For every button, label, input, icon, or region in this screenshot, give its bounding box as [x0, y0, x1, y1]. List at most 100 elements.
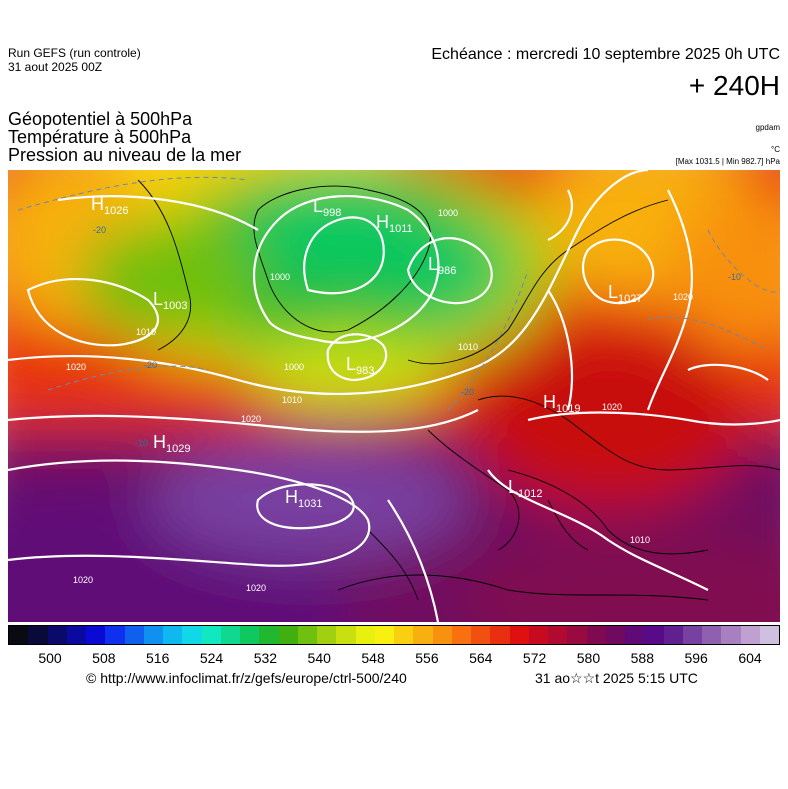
- isobar-label: 1020: [241, 414, 261, 424]
- pressure-center: H1026: [91, 194, 128, 217]
- generation-time: 31 ao☆☆t 2025 5:15 UTC: [535, 670, 698, 686]
- isobar-label: 1000: [270, 272, 290, 282]
- color-scale-ticks: 500 508 516 524 532 540 548 556 564 572 580 588 596 6…: [8, 650, 780, 668]
- unit-temperature: °C: [771, 145, 780, 154]
- isobar-label: 1010: [136, 327, 156, 337]
- color-scale-swatch: [143, 626, 163, 644]
- color-scale-bar: [8, 625, 780, 645]
- variable-pressure: Pression au niveau de la mer: [8, 145, 242, 165]
- forecast-valid-time: Echéance : mercredi 10 septembre 2025 0h…: [431, 46, 780, 63]
- color-scale-tick: 596: [684, 650, 708, 666]
- forecast-lead-time: + 240H: [688, 70, 780, 101]
- color-scale-tick: 604: [738, 650, 762, 666]
- isobar-label: 1010: [630, 535, 650, 545]
- isotherm-label: -20: [93, 225, 106, 235]
- color-scale-swatch: [682, 626, 702, 644]
- color-scale-swatch: [297, 626, 317, 644]
- color-scale-swatch: [124, 626, 144, 644]
- run-info: Run GEFS (run controle) 31 aout 2025 00Z: [8, 46, 141, 74]
- color-scale-tick: 524: [199, 650, 224, 666]
- isobar-label: 1010: [458, 342, 478, 352]
- pressure-center: L998: [313, 196, 341, 219]
- color-scale-swatch: [490, 626, 510, 644]
- isotherms: [17, 176, 780, 411]
- color-scale-swatch: [66, 626, 86, 644]
- color-scale-swatch: [220, 626, 240, 644]
- color-scale-tick: 532: [253, 650, 278, 666]
- color-scale-tick: 548: [361, 650, 385, 666]
- color-scale-swatch: [509, 626, 529, 644]
- isobars: [8, 170, 780, 622]
- color-scale-swatch: [317, 626, 337, 644]
- color-scale-swatch: [47, 626, 67, 644]
- isotherm-label: -10: [135, 438, 148, 448]
- color-scale-tick: 500: [38, 650, 62, 666]
- color-scale-swatch: [201, 626, 221, 644]
- run-date: 31 aout 2025 00Z: [8, 60, 103, 74]
- color-scale-swatch: [355, 626, 375, 644]
- color-scale-swatch: [240, 626, 260, 644]
- isotherm-label: -10: [728, 272, 741, 282]
- pressure-center: L1003: [153, 289, 188, 312]
- pressure-center: L1012: [508, 477, 543, 500]
- color-scale-swatch: [625, 626, 645, 644]
- coastlines: [137, 179, 780, 601]
- variables-legend: Géopotentiel à 500hPa Température à 500h…: [8, 110, 241, 164]
- color-scale-swatch: [28, 626, 48, 644]
- color-scale-tick: 516: [146, 650, 170, 666]
- isobar-label: 1010: [282, 395, 302, 405]
- isobar-label: 1020: [602, 402, 622, 412]
- color-scale-tick: 588: [630, 650, 654, 666]
- color-scale-swatch: [374, 626, 394, 644]
- color-scale-tick: 564: [469, 650, 493, 666]
- color-scale-swatch: [9, 626, 29, 644]
- color-scale-swatch: [336, 626, 356, 644]
- isobar-label: 1020: [73, 575, 93, 585]
- color-scale-tick: 508: [92, 650, 116, 666]
- color-scale-swatch: [163, 626, 183, 644]
- color-scale-swatch: [721, 626, 741, 644]
- pressure-center: H1029: [153, 432, 190, 455]
- color-scale-swatch: [586, 626, 606, 644]
- color-scale-tick: 580: [576, 650, 601, 666]
- color-scale-tick: 556: [415, 650, 439, 666]
- unit-geopotential: gpdam: [755, 123, 780, 132]
- color-scale-swatch: [259, 626, 279, 644]
- color-scale-swatch: [644, 626, 664, 644]
- isobar-label: 1000: [284, 362, 304, 372]
- color-scale-swatch: [278, 626, 298, 644]
- color-scale-swatch: [740, 626, 760, 644]
- source-url: © http://www.infoclimat.fr/z/gefs/europe…: [86, 670, 407, 686]
- color-scale-swatch: [86, 626, 106, 644]
- color-scale-swatch: [605, 626, 625, 644]
- weather-map: H1026 L998 H1011 L986 L1003 L983 L1027 H…: [8, 170, 780, 622]
- pressure-centers: H1026 L998 H1011 L986 L1003 L983 L1027 H…: [91, 194, 643, 510]
- color-scale-tick: 540: [307, 650, 331, 666]
- isobar-label: 1020: [66, 362, 86, 372]
- pressure-center: L1027: [608, 282, 643, 305]
- variable-temperature: Température à 500hPa: [8, 127, 192, 147]
- color-scale-swatch: [432, 626, 452, 644]
- color-scale-swatch: [105, 626, 125, 644]
- variable-geopotential: Géopotentiel à 500hPa: [8, 109, 193, 129]
- color-scale-tick: 572: [522, 650, 547, 666]
- pressure-center: H1011: [376, 212, 413, 235]
- map-canvas: H1026 L998 H1011 L986 L1003 L983 L1027 H…: [8, 170, 780, 622]
- isobar-label: 1020: [673, 292, 693, 302]
- units-legend: gpdam °C [Max 1031.5 | Min 982.7] hPa: [676, 122, 780, 168]
- color-scale-swatch: [471, 626, 491, 644]
- color-scale-swatch: [182, 626, 202, 644]
- isobar-labels: 1000 1010 1020 1000 1010 1020 1010 1020 …: [66, 208, 693, 593]
- pressure-center: H1031: [285, 487, 322, 510]
- isotherm-label: -20: [144, 360, 157, 370]
- isobar-label: 1000: [438, 208, 458, 218]
- color-scale-swatch: [663, 626, 683, 644]
- isotherm-labels: -20 -10 -20 -20 -10: [93, 225, 741, 448]
- geopotential-field: [8, 170, 780, 622]
- pressure-center: H1019: [543, 392, 580, 415]
- isotherm-label: -20: [461, 387, 474, 397]
- color-scale-swatch: [394, 626, 414, 644]
- color-scale-swatch: [528, 626, 548, 644]
- pressure-center: L983: [346, 354, 374, 377]
- color-scale-swatch: [548, 626, 568, 644]
